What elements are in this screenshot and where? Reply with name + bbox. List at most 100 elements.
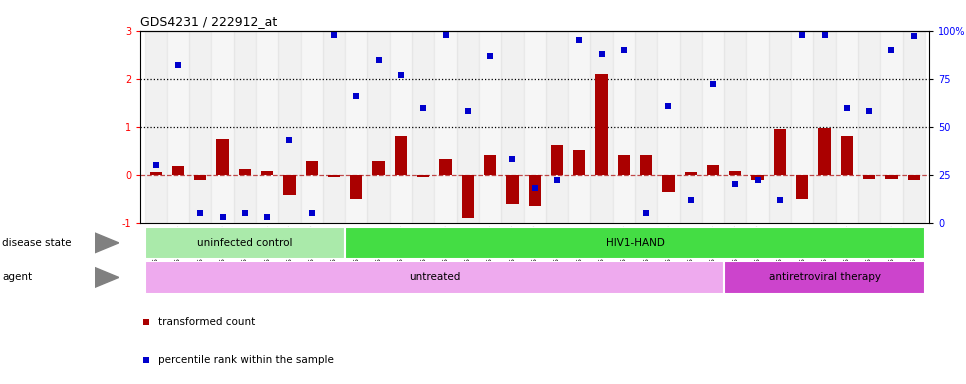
Point	[839, 104, 855, 111]
Text: GDS4231 / 222912_at: GDS4231 / 222912_at	[140, 15, 277, 28]
Bar	[858, 31, 880, 223]
Point	[148, 162, 163, 168]
Bar	[635, 31, 657, 223]
Bar	[702, 31, 724, 223]
Point	[415, 104, 431, 111]
Bar	[617, 155, 630, 175]
Bar	[389, 31, 412, 223]
Bar	[546, 31, 568, 223]
Point	[384, 118, 399, 124]
Point	[594, 51, 610, 57]
Bar	[261, 171, 273, 175]
Bar	[435, 31, 457, 223]
Point	[327, 31, 342, 38]
Bar	[145, 227, 345, 259]
Text: transformed count: transformed count	[157, 317, 255, 327]
Bar	[840, 136, 853, 175]
Point	[260, 214, 275, 220]
Bar	[172, 166, 185, 175]
Bar	[145, 31, 167, 223]
Bar	[590, 31, 612, 223]
Bar	[752, 175, 764, 180]
Bar	[440, 159, 452, 175]
Bar	[457, 31, 479, 223]
Point	[683, 197, 698, 203]
Bar	[300, 31, 323, 223]
Text: HIV1-HAND: HIV1-HAND	[606, 238, 665, 248]
Point	[862, 108, 877, 114]
Bar	[528, 175, 541, 206]
Bar	[351, 175, 362, 199]
Point	[304, 210, 320, 216]
Bar	[685, 172, 696, 175]
Text: untreated: untreated	[409, 272, 460, 283]
Bar	[345, 227, 924, 259]
Bar	[256, 31, 278, 223]
Bar	[524, 31, 546, 223]
Bar	[462, 175, 474, 218]
Bar	[305, 161, 318, 175]
Bar	[551, 145, 563, 175]
Point	[482, 53, 497, 59]
Bar	[283, 175, 296, 195]
Point	[661, 103, 676, 109]
Point	[705, 81, 721, 88]
Bar	[774, 129, 786, 175]
Point	[214, 214, 230, 220]
Bar	[612, 31, 635, 223]
Bar	[885, 175, 897, 179]
Text: antiretroviral therapy: antiretroviral therapy	[769, 272, 880, 283]
Bar	[769, 31, 791, 223]
Bar	[367, 31, 389, 223]
Bar	[395, 136, 407, 175]
Bar	[818, 127, 831, 175]
Point	[192, 210, 208, 216]
Point	[371, 56, 386, 63]
Point	[170, 62, 185, 68]
Bar	[880, 31, 902, 223]
Point	[906, 33, 922, 40]
Bar	[345, 31, 367, 223]
Bar	[412, 31, 435, 223]
Bar	[150, 172, 162, 175]
Point	[438, 31, 453, 38]
Point	[572, 37, 587, 43]
Bar	[573, 150, 585, 175]
Point	[460, 108, 475, 114]
Bar	[813, 31, 836, 223]
Bar	[568, 31, 590, 223]
Bar	[663, 175, 674, 192]
Point	[884, 47, 899, 53]
Bar	[278, 31, 300, 223]
Text: agent: agent	[2, 272, 32, 283]
Bar	[680, 31, 702, 223]
Bar	[323, 31, 345, 223]
Bar	[707, 165, 719, 175]
Point	[794, 31, 810, 38]
Point	[282, 137, 298, 143]
Bar	[212, 31, 234, 223]
Bar	[836, 31, 858, 223]
Bar	[907, 175, 920, 180]
Bar	[595, 74, 608, 175]
Bar	[373, 161, 384, 175]
Bar	[640, 155, 652, 175]
Bar	[239, 169, 251, 175]
Polygon shape	[95, 233, 119, 253]
Point	[527, 185, 543, 191]
Bar	[863, 175, 875, 179]
Point	[639, 210, 654, 216]
Bar	[234, 31, 256, 223]
Bar	[501, 31, 524, 223]
Bar	[479, 31, 501, 223]
Bar	[484, 155, 497, 175]
Bar	[327, 175, 340, 177]
Bar	[189, 31, 212, 223]
Bar	[747, 31, 769, 223]
Point	[817, 31, 833, 38]
Text: disease state: disease state	[2, 238, 71, 248]
Point	[750, 177, 765, 184]
Point	[237, 210, 252, 216]
Point	[349, 93, 364, 99]
Bar	[167, 31, 189, 223]
